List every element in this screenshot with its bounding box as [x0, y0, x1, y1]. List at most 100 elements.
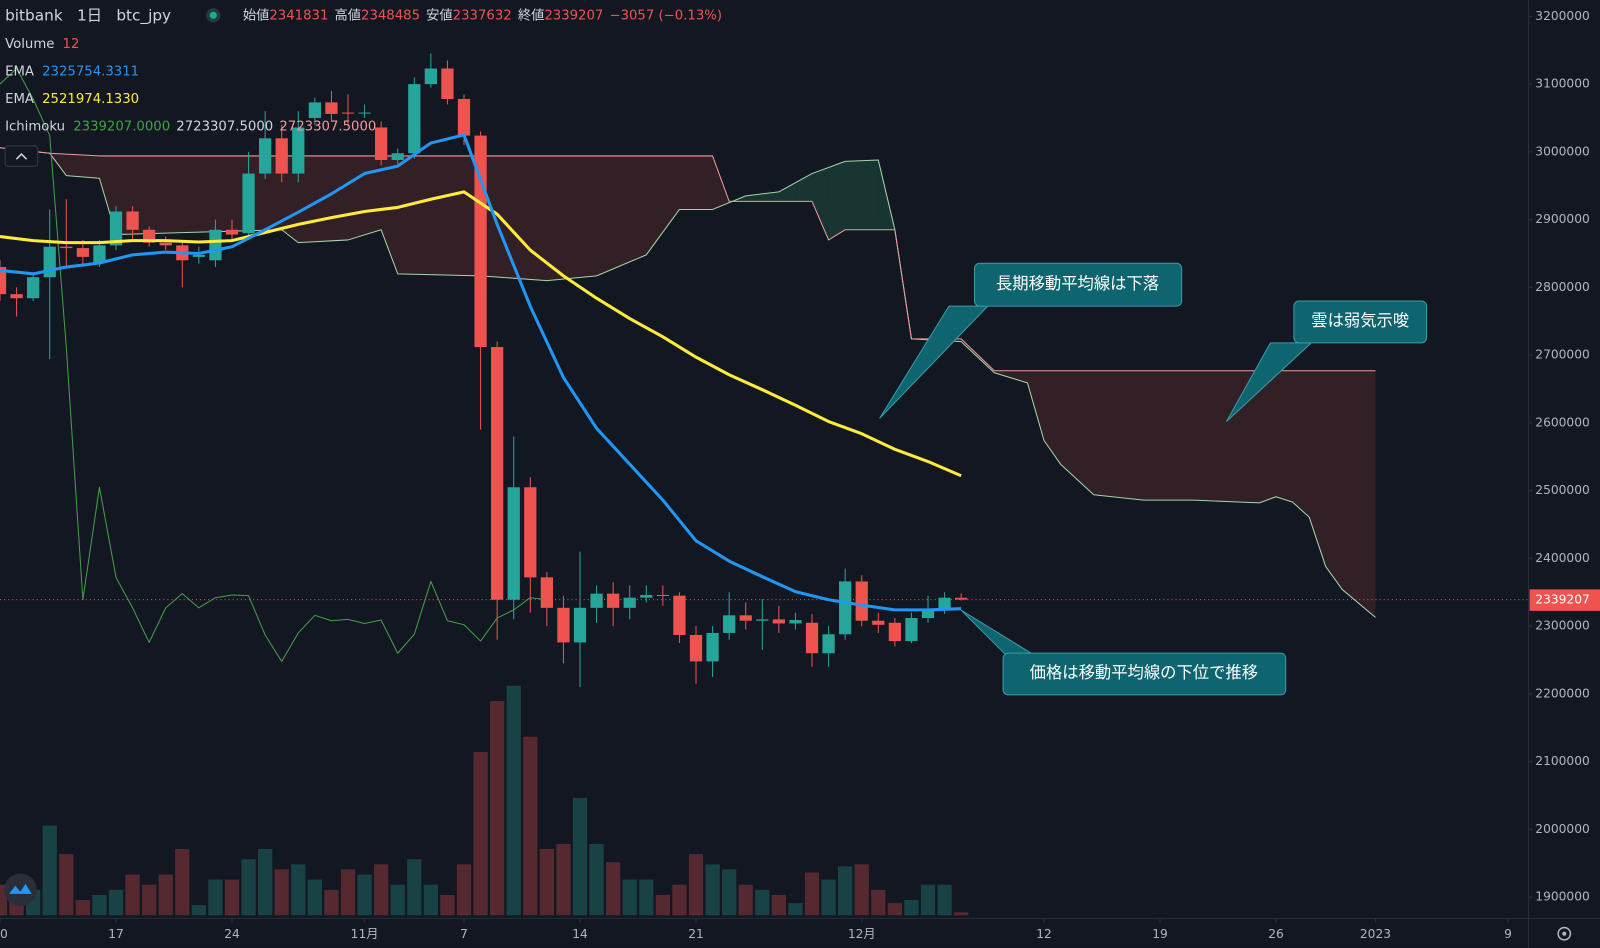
logo-circle[interactable] [4, 873, 37, 907]
volume-bar [357, 874, 372, 916]
cloud-fill [580, 155, 597, 278]
high-value: 2348485 [361, 8, 420, 23]
volume-bar [854, 864, 869, 916]
cloud-fill [149, 155, 166, 234]
ema-fast [0, 133, 962, 612]
close-value: 2339207 [544, 8, 603, 23]
volume-bar [108, 889, 124, 916]
y-tick-label: 2600000 [1535, 415, 1590, 429]
volume-bar [672, 884, 687, 916]
candle-body [739, 615, 752, 621]
candle-body [772, 619, 785, 624]
volume-bar [920, 884, 936, 916]
volume-bar [340, 869, 356, 916]
volume-bar [788, 903, 803, 916]
cloud-fill [66, 154, 83, 177]
cloud-fill [662, 155, 680, 233]
candle-body [308, 102, 321, 118]
callout-pointer [879, 305, 989, 419]
axes: 1900000 2000000 2100000 2200000 2300000 24000… [0, 9, 1600, 941]
volume-bar [374, 864, 389, 916]
cloud-fill [1093, 370, 1111, 497]
candle-body [507, 487, 520, 600]
cloud-fill [215, 155, 233, 232]
volume-bar [738, 884, 753, 916]
cloud-fill [1259, 370, 1277, 503]
volume-bar [224, 879, 240, 916]
volume-bar [954, 912, 969, 916]
y-tick-label: 2100000 [1535, 754, 1590, 768]
y-tick-label: 1900000 [1535, 890, 1590, 904]
cloud-fill [613, 155, 630, 269]
candle-body [27, 277, 40, 299]
volume-bar [191, 905, 207, 916]
ichimoku-label: Ichimoku [5, 120, 65, 135]
cloud-fill [861, 159, 879, 230]
callout-text: 価格は移動平均線の下位で推移 [1030, 663, 1258, 682]
cloud-fill [1077, 370, 1094, 495]
volume-bar [175, 849, 190, 916]
x-tick-label: 12月 [848, 927, 876, 941]
x-tick-label: 9 [1504, 927, 1512, 941]
volume-bar [722, 869, 737, 916]
callout: 雲は弱気示唆 [1226, 300, 1428, 422]
logo[interactable] [4, 873, 37, 907]
volume-bar [291, 864, 306, 916]
symbol: btc_jpy [116, 6, 171, 25]
candle-body [457, 99, 471, 136]
volume-bar [904, 900, 919, 916]
volume-bar [307, 879, 323, 916]
candle-body [358, 112, 371, 114]
candle-body [259, 138, 272, 174]
ema-fast-value: 2325754.3311 [42, 64, 139, 79]
exchange: bitbank [5, 6, 63, 24]
volume-bar [456, 864, 472, 916]
volume-bar [142, 884, 157, 916]
candle-body [656, 594, 669, 597]
volume-bar [821, 879, 836, 916]
volume-label: Volume [5, 37, 54, 52]
collapse-caret[interactable] [15, 153, 28, 160]
cloud-fill [447, 155, 465, 276]
cloud-fill [696, 155, 713, 210]
candle-body [805, 622, 819, 654]
cloud-fill [828, 161, 846, 240]
collapse-button-frame[interactable] [4, 145, 39, 167]
status-dot [209, 11, 217, 19]
candle-body [126, 211, 139, 230]
x-tick-label: 26 [1268, 927, 1284, 941]
cloud-fill [1176, 370, 1194, 501]
logo-mark[interactable] [9, 883, 32, 894]
settings-button[interactable] [1557, 926, 1572, 941]
candle-body [921, 609, 935, 619]
symbol-line: bitbank 1日 btc_jpy [5, 6, 171, 25]
candle-body [76, 248, 89, 257]
gear-center[interactable] [1562, 931, 1567, 936]
callout-text: 長期移動平均線は下落 [996, 274, 1159, 293]
y-tick-label: 2800000 [1535, 280, 1590, 294]
low-value: 2337632 [453, 8, 512, 23]
volume-bar [158, 874, 173, 916]
senkou-span-b [0, 147, 1376, 372]
candle-body [706, 632, 719, 662]
callout-box [1293, 300, 1428, 344]
x-tick-label: 7 [460, 927, 468, 941]
volume-bar [639, 879, 654, 916]
volume-bar [208, 879, 223, 916]
collapse-button[interactable] [4, 145, 39, 167]
callout-box [1002, 652, 1287, 696]
price-axis [1528, 0, 1600, 948]
close-label: 終値 [518, 7, 545, 23]
cloud-fill [1110, 370, 1127, 499]
ema-fast-status: EMA 2325754.3311 [5, 64, 139, 79]
cloud-fill [1060, 370, 1078, 480]
cloud-fill [712, 155, 730, 210]
volume-bar [258, 849, 273, 916]
volume-value: 12 [63, 37, 80, 52]
gear-ring[interactable] [1557, 926, 1572, 941]
ichimoku-value: 2339207.0000 [73, 120, 170, 135]
volume-bar [606, 862, 621, 916]
cloud-fill [182, 155, 199, 233]
